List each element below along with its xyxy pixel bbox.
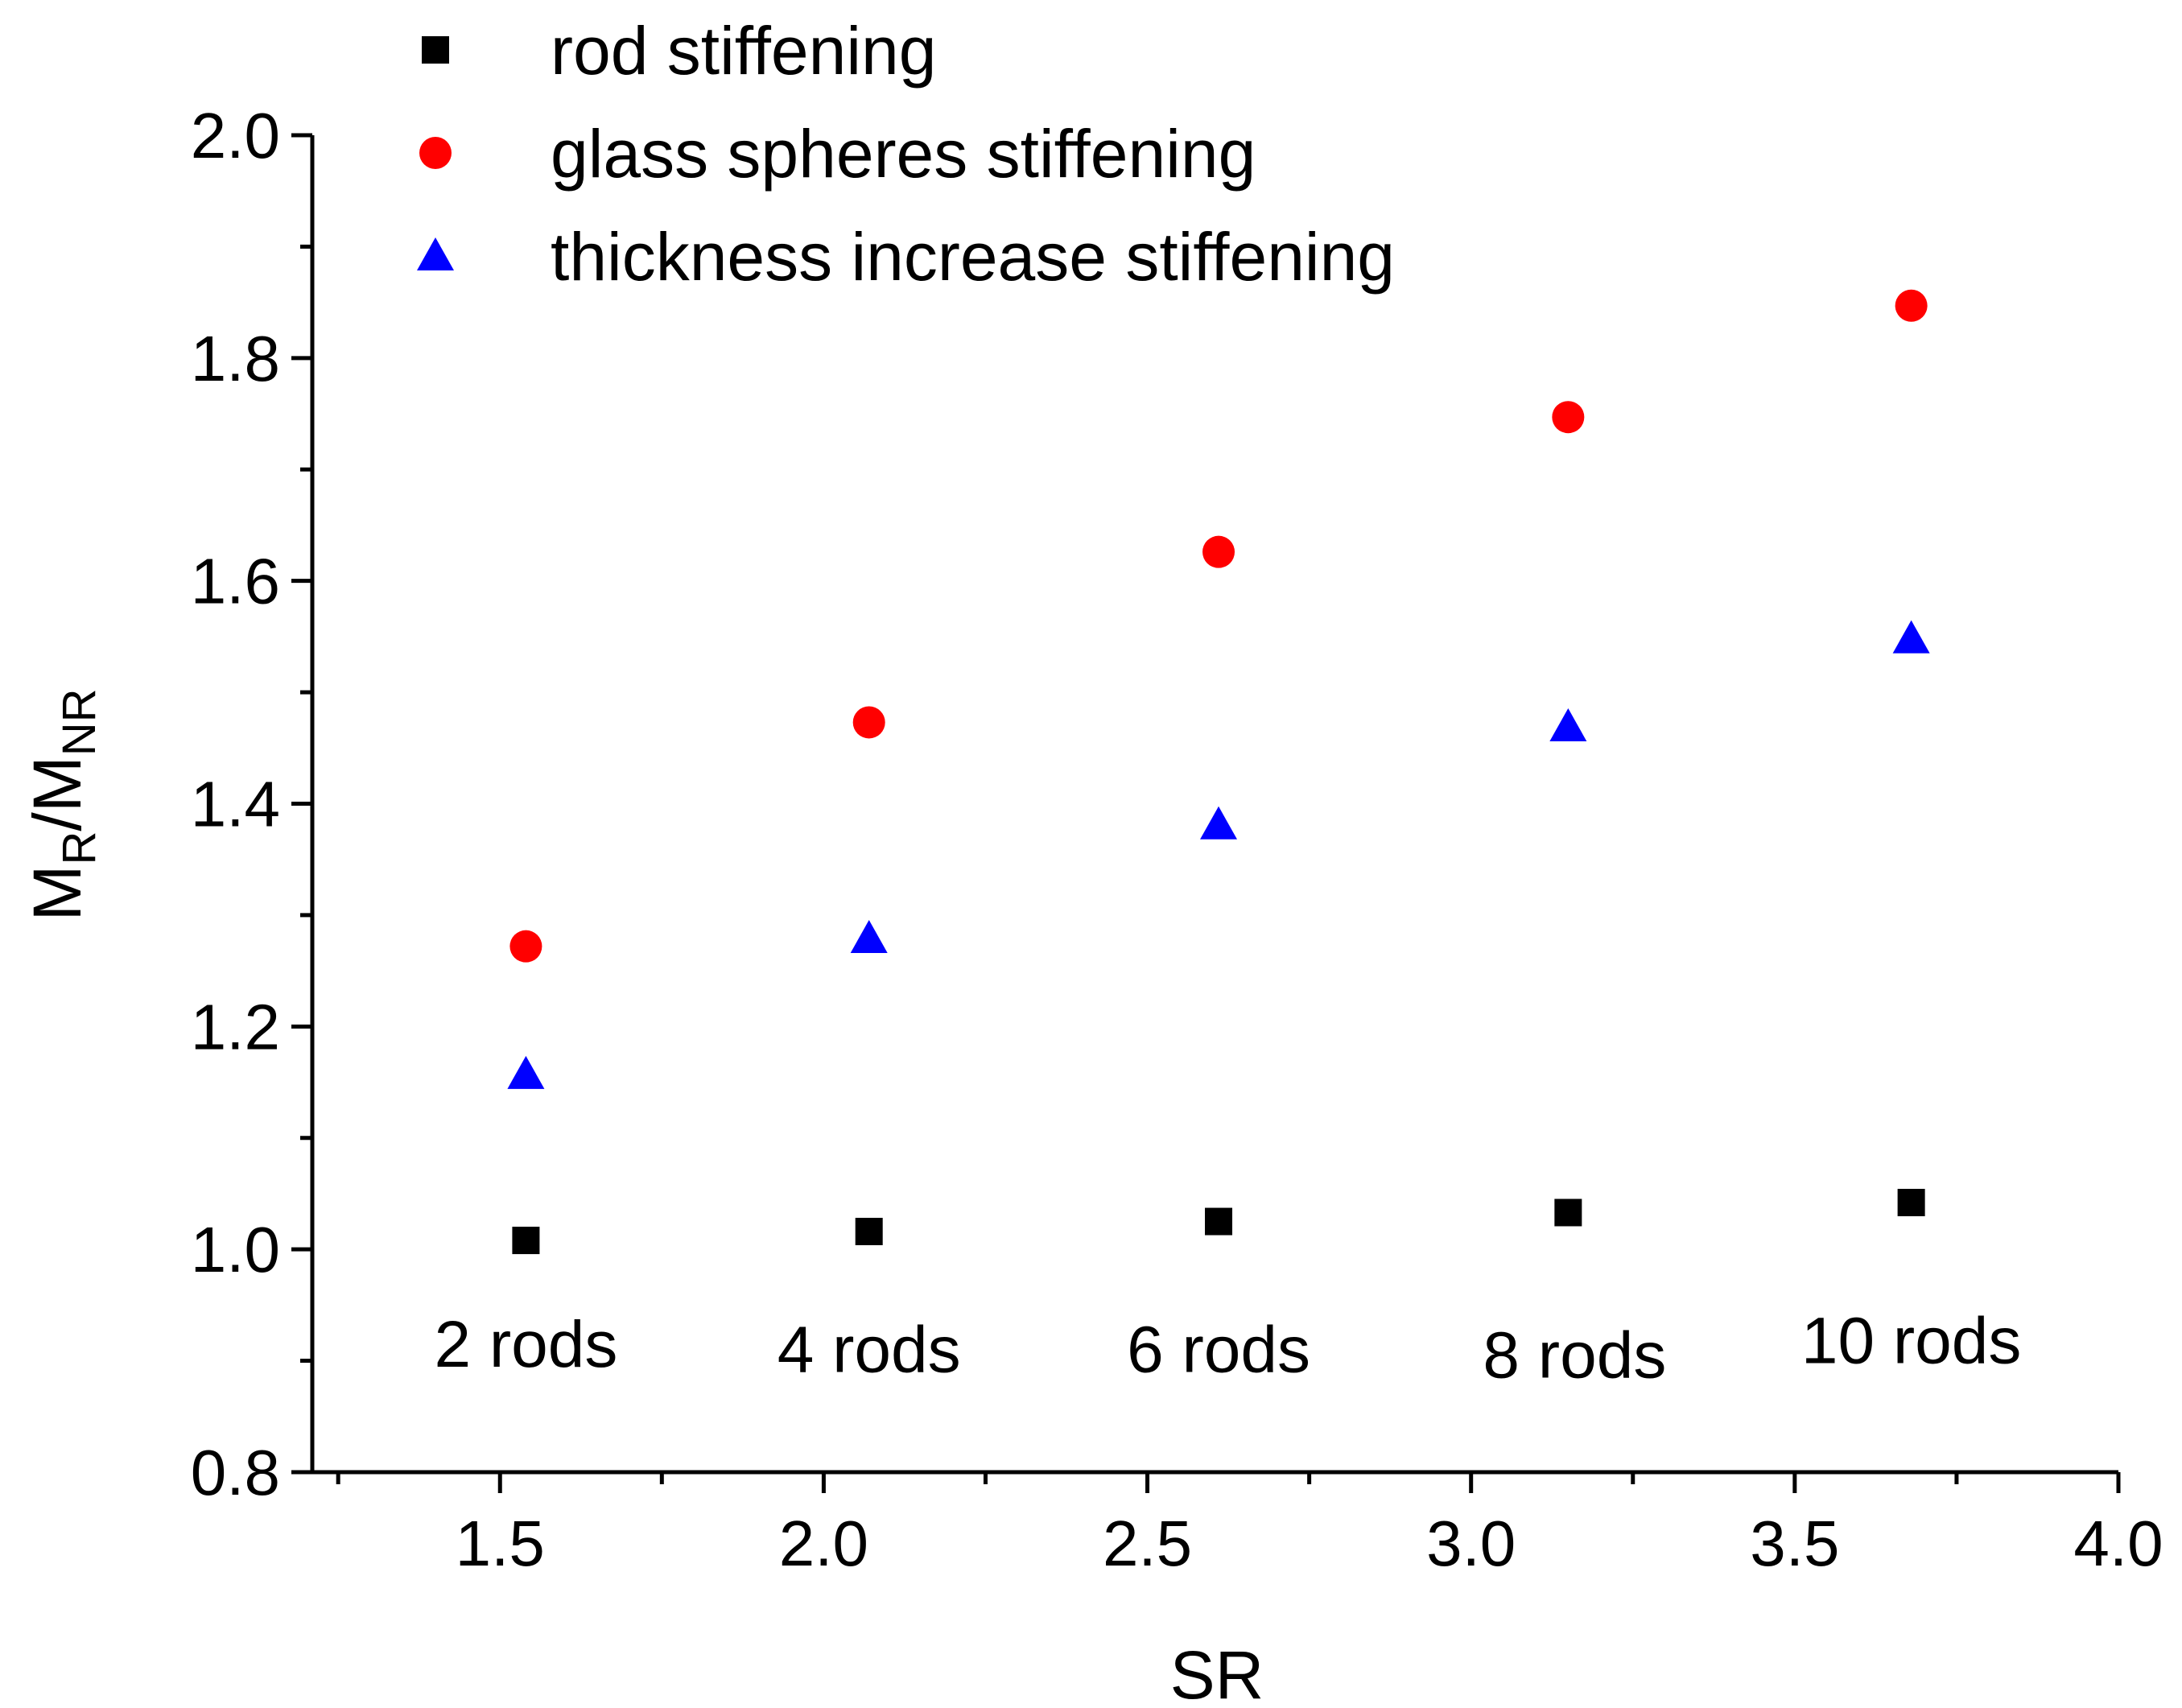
- circle-point: [1202, 535, 1235, 568]
- x-axis-title: SR: [1170, 1637, 1264, 1708]
- data-points: [507, 289, 1930, 1255]
- y-tick-label: 2.0: [191, 100, 280, 171]
- legend-square-marker: [422, 36, 449, 64]
- x-tick-label: 3.0: [1426, 1508, 1516, 1579]
- legend-circle-marker: [419, 137, 452, 169]
- y-axis-title-base: M: [19, 865, 95, 922]
- y-axis-title-sub2: NR: [53, 689, 105, 757]
- x-tick-label: 2.5: [1103, 1508, 1192, 1579]
- x-tick-label: 2.0: [779, 1508, 868, 1579]
- legend-label: rod stiffening: [551, 13, 936, 89]
- rods-annotation: 10 rods: [1801, 1305, 2022, 1378]
- rods-annotation: 6 rods: [1127, 1314, 1310, 1387]
- y-axis-title-sub1: R: [53, 831, 105, 865]
- rods-annotation: 8 rods: [1483, 1319, 1666, 1392]
- square-point: [512, 1227, 540, 1255]
- y-tick-label: 0.8: [191, 1437, 280, 1508]
- annotations: 2 rods 4 rods 6 rods 8 rods 10 rods: [434, 1305, 2021, 1392]
- x-tick-label: 1.5: [456, 1508, 545, 1579]
- triangle-point: [1200, 806, 1238, 840]
- y-tick-label: 1.4: [191, 769, 280, 840]
- y-axis-title-mid: /M: [19, 756, 95, 831]
- y-tick-label: 1.8: [191, 323, 280, 394]
- legend-label: thickness increase stiffening: [551, 219, 1395, 295]
- y-axis-title: MR/MNR: [19, 689, 105, 922]
- rods-annotation: 4 rods: [778, 1314, 961, 1387]
- circle-point: [1895, 289, 1928, 322]
- square-point: [1897, 1189, 1925, 1217]
- legend-label: glass spheres stiffening: [551, 116, 1256, 192]
- square-point: [1205, 1207, 1233, 1236]
- square-point: [855, 1218, 883, 1246]
- legend-triangle-marker: [417, 237, 454, 270]
- circle-point: [509, 930, 542, 963]
- rods-annotation: 2 rods: [434, 1308, 617, 1381]
- y-tick-label: 1.0: [191, 1214, 280, 1285]
- triangle-point: [507, 1055, 545, 1089]
- circle-point: [1552, 401, 1585, 434]
- x-tick-label: 3.5: [1750, 1508, 1839, 1579]
- axes: 1.5 2.0 2.5 3.0 3.5 4.0 0.8 1.0 1.2 1.4 1.6 1.8 2.0: [191, 100, 2163, 1579]
- circle-point: [852, 706, 885, 739]
- y-tick-label: 1.6: [191, 546, 280, 617]
- y-tick-label: 1.2: [191, 991, 280, 1062]
- triangle-point: [1549, 708, 1587, 741]
- square-point: [1554, 1198, 1582, 1227]
- triangle-point: [850, 919, 888, 953]
- x-tick-label: 4.0: [2073, 1508, 2163, 1579]
- legend: rod stiffening glass spheres stiffening th…: [417, 13, 1395, 295]
- triangle-point: [1892, 620, 1930, 654]
